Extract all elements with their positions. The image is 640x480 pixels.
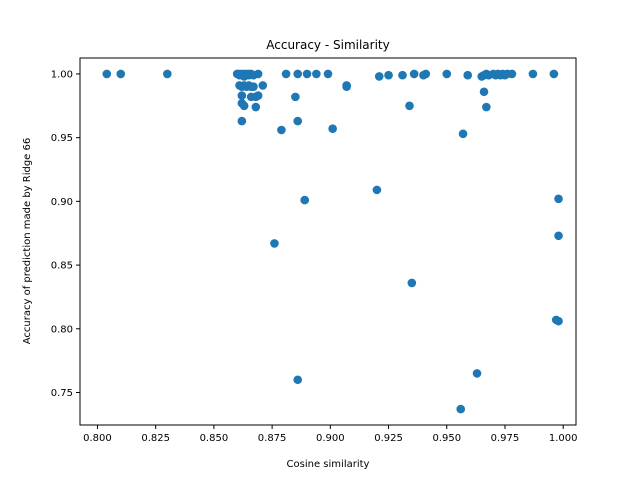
x-tick-label: 0.850 [200, 433, 229, 444]
x-tick-label: 0.875 [258, 433, 287, 444]
data-point [253, 69, 263, 79]
x-axis-ticks: 0.800 0.825 0.850 0.875 0.900 0.925 0.950 0.975… [83, 425, 578, 444]
y-tick-label: 0.80 [51, 324, 73, 335]
data-point [409, 69, 419, 79]
data-point [277, 125, 286, 135]
data-point [507, 69, 517, 79]
x-tick-label: 0.975 [491, 433, 520, 444]
x-tick-label: 0.925 [374, 433, 403, 444]
x-tick-label: 0.900 [316, 433, 345, 444]
data-point [549, 69, 559, 79]
data-point [300, 195, 310, 205]
y-tick-label: 0.95 [51, 133, 73, 144]
data-point [472, 369, 482, 378]
data-point [302, 69, 312, 79]
data-point [323, 69, 333, 79]
data-point [372, 185, 382, 195]
plot-frame [79, 57, 577, 426]
x-axis-label: Cosine similarity [287, 459, 370, 470]
data-point [374, 72, 384, 81]
data-point [116, 69, 126, 79]
data-point [482, 102, 491, 112]
data-point [554, 231, 563, 241]
data-point [312, 69, 321, 79]
y-tick-label: 0.85 [51, 261, 73, 272]
y-axis-ticks: 0.75 0.80 0.85 0.90 0.95 1.00 [51, 69, 80, 399]
y-axis-label: Accuracy of prediction made by Ridge 66 [22, 138, 33, 344]
data-point [407, 278, 417, 288]
data-point [456, 404, 466, 414]
x-tick-label: 0.950 [432, 433, 461, 444]
x-tick-label: 0.825 [141, 433, 170, 444]
plot-area [80, 58, 576, 425]
plot-background [80, 58, 576, 425]
data-point [458, 129, 468, 139]
data-point [405, 101, 414, 111]
data-point [328, 124, 337, 134]
data-point [251, 102, 261, 112]
data-point [442, 69, 452, 79]
data-point [239, 101, 249, 111]
data-point [270, 239, 279, 248]
data-point [281, 69, 291, 79]
data-point [291, 92, 300, 102]
x-tick-label: 1.000 [549, 433, 578, 444]
y-tick-label: 1.00 [51, 69, 73, 80]
data-point [258, 81, 268, 90]
x-tick-label: 0.800 [83, 433, 112, 444]
data-point [237, 116, 247, 126]
data-point [253, 91, 263, 100]
data-point [384, 70, 393, 80]
data-point [528, 69, 538, 79]
data-point [163, 69, 172, 79]
data-point [554, 316, 563, 326]
data-point [293, 69, 303, 79]
data-point [479, 87, 489, 97]
data-point [293, 375, 303, 385]
data-point [463, 70, 473, 80]
data-points [102, 69, 563, 414]
data-point [554, 194, 563, 204]
data-point [244, 70, 254, 80]
data-point [398, 70, 407, 80]
chart-title: Accuracy - Similarity [266, 38, 389, 52]
data-point [249, 82, 258, 91]
data-point [237, 91, 247, 100]
data-point [342, 82, 351, 91]
data-point [293, 116, 303, 126]
y-tick-label: 0.90 [51, 197, 73, 208]
y-tick-label: 0.75 [51, 388, 73, 399]
data-point [421, 69, 431, 79]
data-point [102, 69, 112, 79]
